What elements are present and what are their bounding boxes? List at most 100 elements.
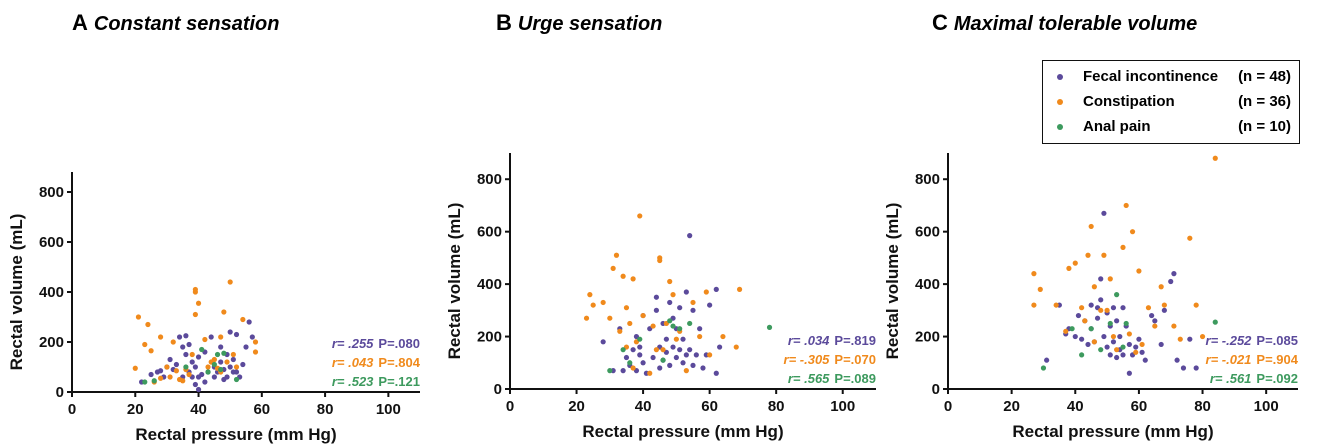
point-constipation xyxy=(142,341,148,348)
point-constipation xyxy=(673,336,679,342)
legend-marker-icon xyxy=(1057,124,1063,130)
point-constipation xyxy=(620,273,626,279)
point-constipation xyxy=(1212,155,1218,161)
point-fecal-incontinence xyxy=(227,329,233,335)
point-constipation xyxy=(1177,336,1183,342)
point-fecal-incontinence xyxy=(657,365,663,371)
point-constipation xyxy=(157,334,164,340)
stat-p: P=.089 xyxy=(834,371,876,386)
point-fecal-incontinence xyxy=(167,356,173,363)
point-constipation xyxy=(627,320,633,327)
legend-marker-icon xyxy=(1057,99,1063,105)
point-constipation xyxy=(1161,302,1167,308)
point-fecal-incontinence xyxy=(713,286,719,292)
point-constipation xyxy=(1085,252,1091,258)
point-constipation xyxy=(186,371,192,378)
point-fecal-incontinence xyxy=(1126,341,1132,348)
point-constipation xyxy=(252,349,259,355)
point-fecal-incontinence xyxy=(233,331,240,338)
point-anal-pain xyxy=(214,351,221,358)
point-constipation xyxy=(660,347,666,353)
point-anal-pain xyxy=(620,347,626,353)
point-anal-pain xyxy=(218,366,224,373)
stat-annotation: r= -.305 P=.070 xyxy=(784,352,876,367)
point-anal-pain xyxy=(1114,292,1120,298)
point-constipation xyxy=(1091,339,1097,345)
point-fecal-incontinence xyxy=(623,354,630,361)
point-fecal-incontinence xyxy=(670,344,676,350)
stat-p: P=.819 xyxy=(834,333,876,348)
point-constipation xyxy=(630,276,636,282)
point-fecal-incontinence xyxy=(600,339,606,345)
point-fecal-incontinence xyxy=(1168,278,1174,285)
point-constipation xyxy=(224,359,230,365)
legend-label: Anal pain xyxy=(1083,118,1151,135)
x-axis-label: Rectal pressure (mm Hg) xyxy=(135,425,336,444)
point-constipation xyxy=(667,278,673,285)
point-fecal-incontinence xyxy=(1139,349,1145,355)
point-anal-pain xyxy=(1069,326,1075,332)
point-anal-pain xyxy=(205,369,211,375)
x-tick-label: 40 xyxy=(190,401,207,418)
point-constipation xyxy=(617,328,623,334)
chart-b-svg: 0 20 40 60 80 100 0 200 400 600 800 Rectal pressure… xyxy=(445,153,876,441)
point-constipation xyxy=(630,365,636,371)
point-constipation xyxy=(1126,331,1132,337)
y-tick-label: 800 xyxy=(39,184,64,201)
point-anal-pain xyxy=(1123,320,1129,327)
legend-marker-icon xyxy=(1057,74,1063,80)
point-fecal-incontinence xyxy=(717,344,723,350)
x-tick-label: 100 xyxy=(1254,398,1279,415)
stat-p: P=.070 xyxy=(834,352,876,367)
point-fecal-incontinence xyxy=(1098,276,1104,282)
point-fecal-incontinence xyxy=(246,319,252,325)
point-fecal-incontinence xyxy=(1180,365,1187,371)
point-fecal-incontinence xyxy=(1142,357,1148,363)
point-fecal-incontinence xyxy=(1193,365,1199,371)
point-fecal-incontinence xyxy=(211,374,217,380)
x-axis-label: Rectal pressure (mm Hg) xyxy=(582,422,783,441)
stat-r: r= .043 xyxy=(332,355,374,370)
point-constipation xyxy=(1133,349,1139,355)
point-constipation xyxy=(1129,229,1136,235)
point-constipation xyxy=(610,265,616,271)
point-fecal-incontinence xyxy=(1101,333,1107,340)
point-anal-pain xyxy=(199,346,205,353)
point-fecal-incontinence xyxy=(1094,315,1101,321)
point-fecal-incontinence xyxy=(218,359,224,365)
point-fecal-incontinence xyxy=(650,354,656,361)
point-constipation xyxy=(1104,307,1110,313)
point-constipation xyxy=(202,336,208,343)
stat-annotation: r= .561 P=.092 xyxy=(1210,371,1298,386)
point-fecal-incontinence xyxy=(230,356,236,363)
panel-a-title: A Constant sensation xyxy=(72,10,279,36)
legend: Fecal incontinence (n = 48) Constipation… xyxy=(1042,60,1300,144)
y-tick-label: 600 xyxy=(39,234,64,251)
point-fecal-incontinence xyxy=(180,344,186,350)
point-constipation xyxy=(613,252,620,258)
point-constipation xyxy=(192,311,198,318)
point-fecal-incontinence xyxy=(630,347,636,353)
point-fecal-incontinence xyxy=(620,368,626,374)
point-fecal-incontinence xyxy=(687,347,693,353)
legend-count: (n = 48) xyxy=(1238,68,1291,85)
panel-b-title: B Urge sensation xyxy=(496,10,662,36)
y-tick-label: 600 xyxy=(915,224,940,241)
point-fecal-incontinence xyxy=(1110,339,1117,345)
point-constipation xyxy=(227,279,233,285)
point-fecal-incontinence xyxy=(673,354,679,361)
x-tick-label: 60 xyxy=(253,401,270,418)
point-anal-pain xyxy=(151,378,157,384)
y-tick-label: 400 xyxy=(915,276,940,293)
point-constipation xyxy=(240,316,246,323)
point-fecal-incontinence xyxy=(677,347,683,353)
point-fecal-incontinence xyxy=(690,307,696,313)
point-constipation xyxy=(670,292,676,298)
point-constipation xyxy=(1110,333,1117,340)
x-tick-label: 20 xyxy=(127,401,144,418)
point-constipation xyxy=(690,299,696,306)
point-anal-pain xyxy=(766,324,773,330)
point-constipation xyxy=(583,315,590,321)
point-anal-pain xyxy=(687,320,693,327)
point-fecal-incontinence xyxy=(208,334,214,340)
